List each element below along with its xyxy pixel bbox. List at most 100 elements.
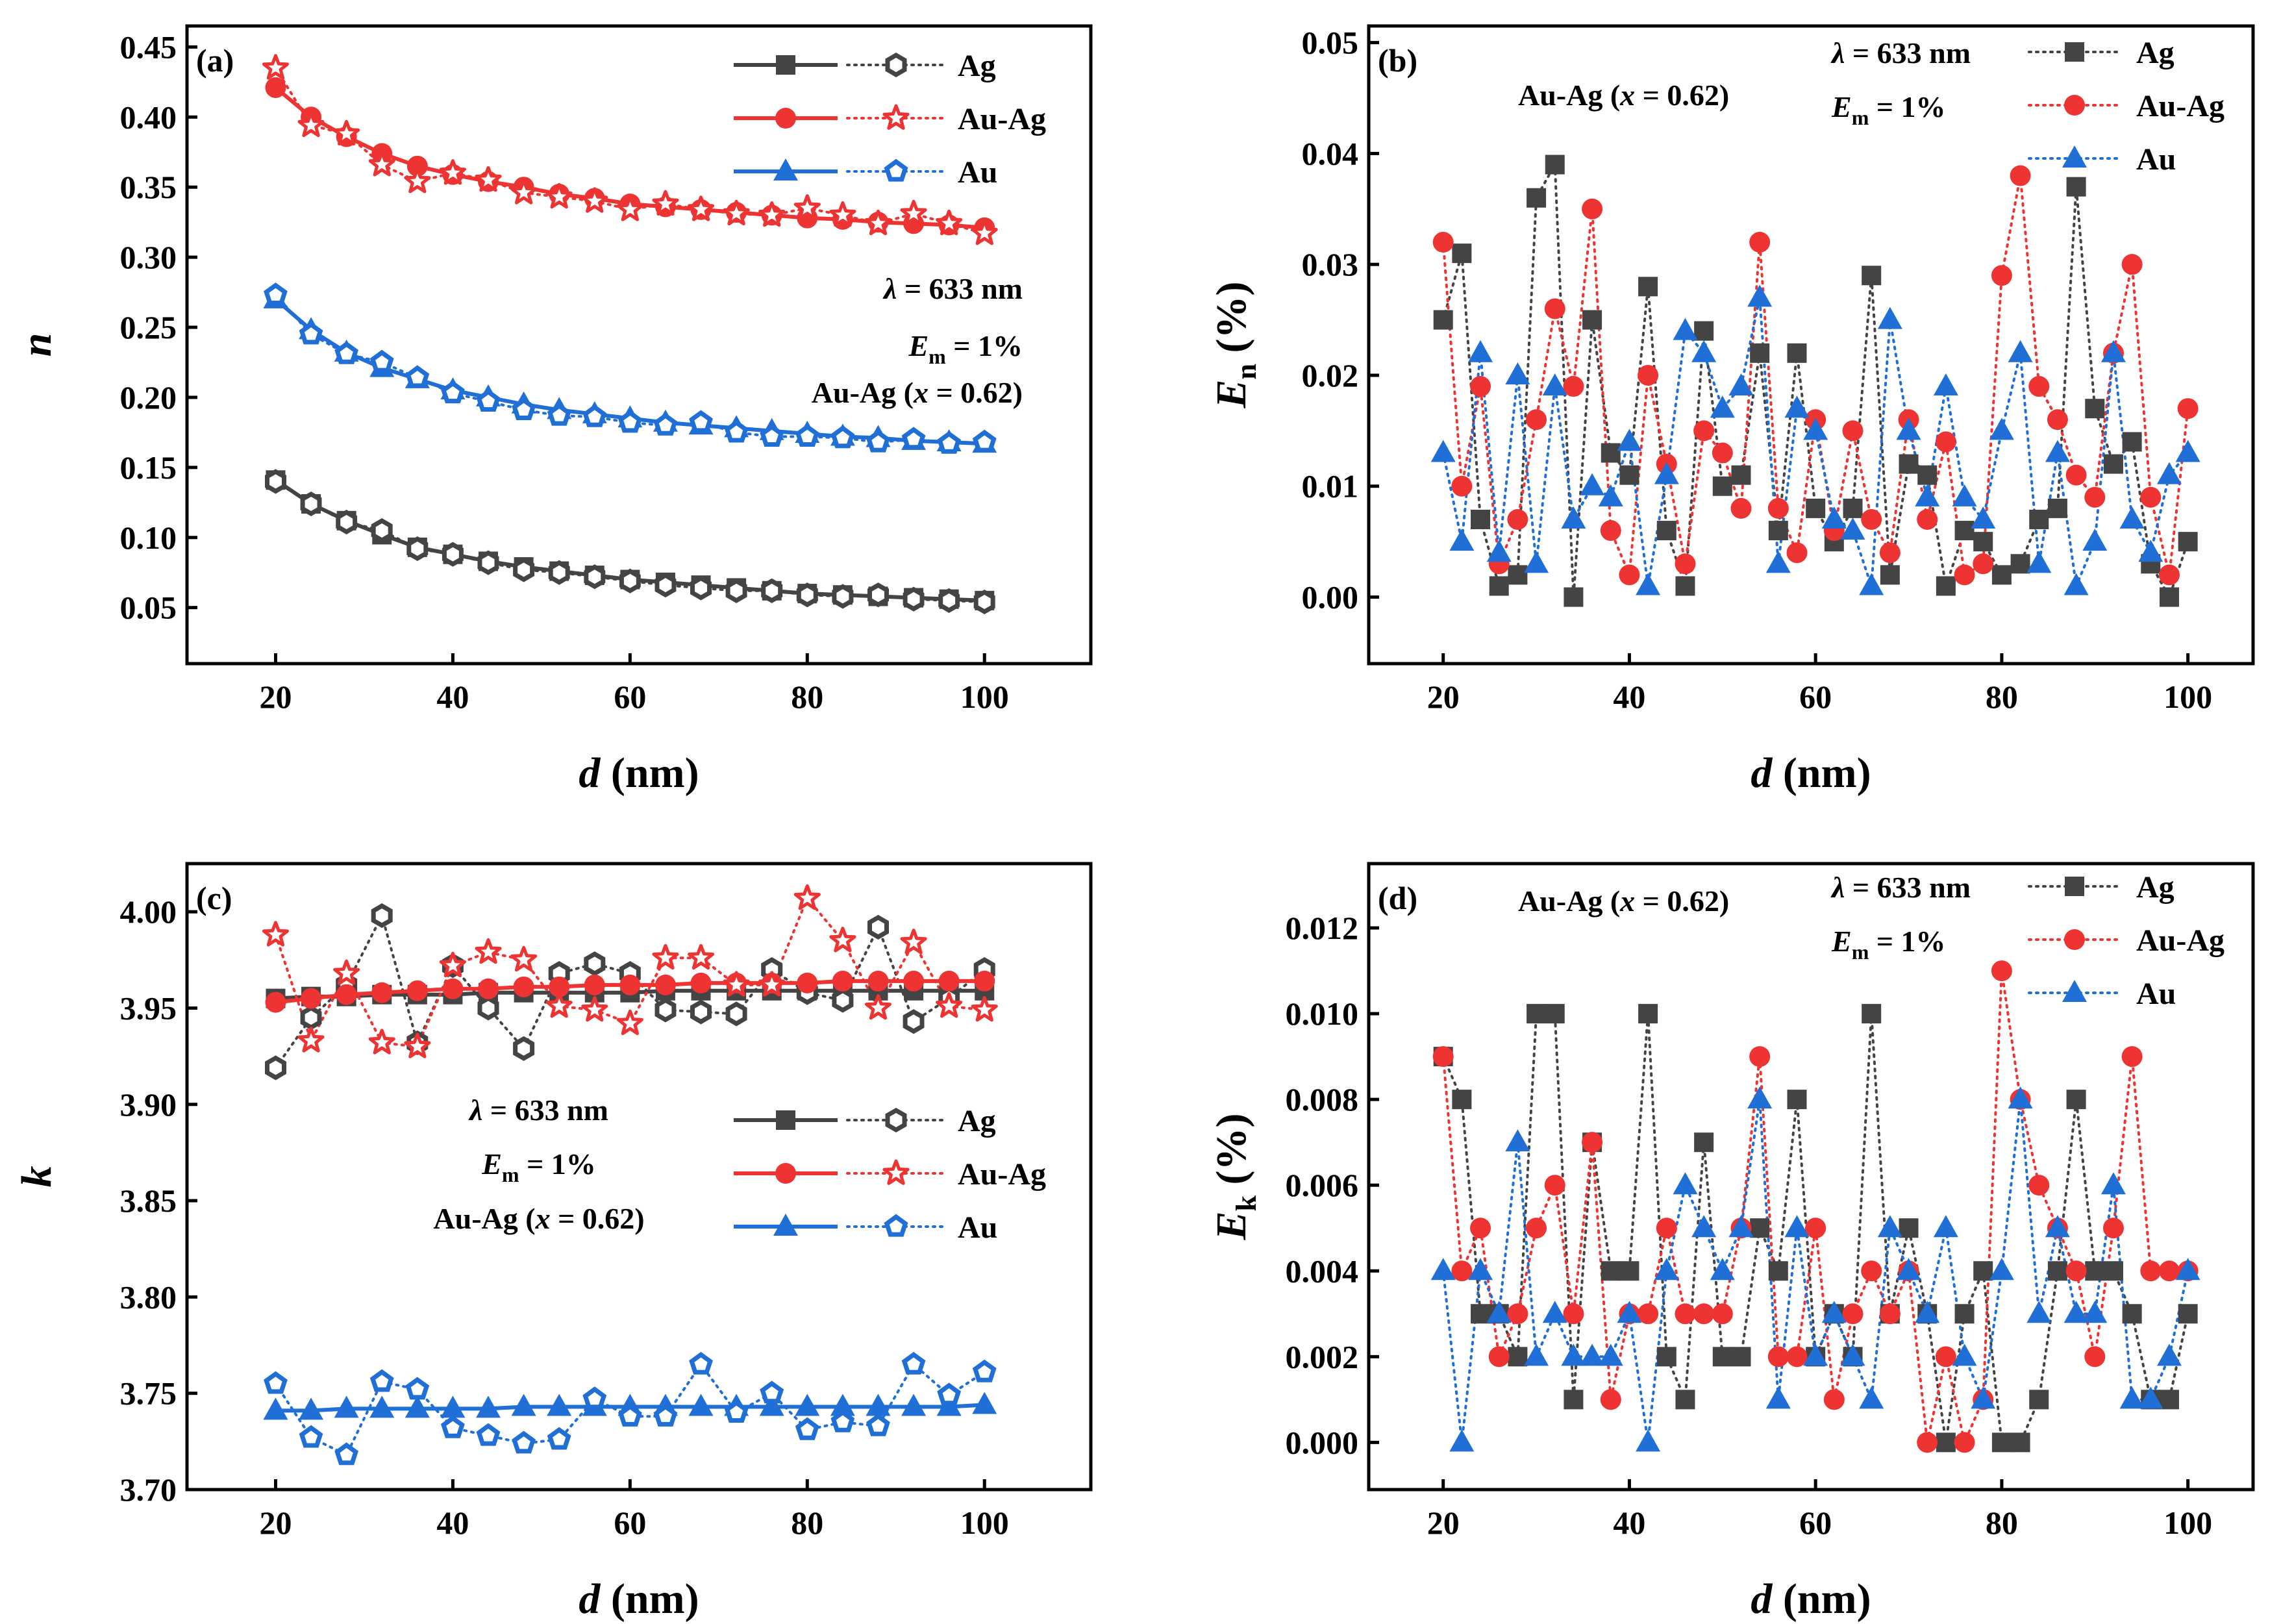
y-tick-label: 0.45 [120,29,177,65]
legend-marker [776,1110,795,1130]
data-point-Ag-sim [513,1036,535,1061]
data-point-Au-sim [972,429,997,453]
data-point-Au-fit [866,1393,891,1416]
data-point-Au [1896,418,1921,440]
data-point-Au-Ag-sim [262,921,289,947]
data-point-Au-Ag-sim [475,166,502,192]
data-point-Au-Ag [1638,364,1659,386]
data-point-Au [1580,1343,1605,1366]
legend-marker [773,158,798,181]
data-point-Ag-sim [619,568,641,593]
data-point-Au-Ag [1954,1432,1975,1453]
data-point-Au [1989,418,2014,440]
data-point-Ag [1973,1261,1993,1281]
data-point-Au-Ag [1917,1432,1938,1453]
data-point-Au [1654,1258,1679,1280]
data-point-Au-fit [405,1395,430,1418]
data-point-Au-fit [440,1395,466,1418]
data-point-Au-Ag [1693,420,1715,442]
data-point-Au-sim [901,1351,926,1375]
x-tick-label: 20 [259,1505,292,1541]
data-point-Ag [2029,509,2049,529]
legend-marker [776,55,795,75]
data-point-Au-Ag-fit [974,970,995,992]
data-point-Au [2045,440,2070,462]
data-point-Ag [1527,1004,1547,1024]
data-point-Ag [1564,587,1584,607]
data-point-Ag [1433,310,1453,330]
data-point-Au-Ag-sim [652,943,679,970]
data-point-Au-Ag [1470,376,1491,397]
data-point-Au-Ag [1749,232,1771,253]
data-point-Au [1971,506,1996,529]
data-point-Au-sim [440,381,465,404]
data-point-Ag [1471,1304,1491,1324]
data-point-Au-Ag-sim [723,199,750,226]
data-point-Au-Ag-sim [333,119,360,146]
data-point-Ag [1750,343,1770,363]
x-tick-label: 100 [2163,679,2212,715]
data-point-Au-sim [653,412,678,436]
data-point-Ag-sim [371,903,393,929]
data-point-Au-Ag-sim [758,201,786,227]
data-point-Au-Ag [1767,497,1789,519]
data-point-Ag [1862,1004,1882,1024]
data-point-Au-fit [795,1393,820,1416]
data-point-Ag-sim [371,518,393,543]
data-point-Ag [1656,1347,1676,1367]
legend-marker [2062,980,2087,1002]
data-point-Au-fit [830,1393,855,1416]
y-tick-label: 0.012 [1286,910,1359,946]
y-tick-label: 0.03 [1302,246,1359,282]
y-tick-label: 0.01 [1302,468,1359,505]
data-point-Au-Ag [1991,265,2012,286]
data-point-Au-sim [795,1417,819,1440]
data-point-Au [2082,1301,2108,1323]
data-point-Au [1430,440,1456,462]
y-tick-label: 3.75 [120,1375,177,1412]
legend-marker [775,1163,796,1184]
legend-label: Au [958,1210,997,1245]
data-point-Au [1691,1215,1717,1238]
data-point-Au-fit [547,1393,572,1416]
y-tick-label: 0.05 [120,590,177,626]
annotation: λ = 633 nm [1830,871,1971,904]
data-point-Ag-sim [867,914,889,940]
data-point-Au-Ag [1526,1218,1547,1239]
data-point-Au-Ag-sim [723,971,750,997]
data-point-Au [1673,318,1698,340]
data-point-Au-sim [689,410,713,433]
data-point-Au [1765,551,1791,573]
data-point-Au-fit [334,1395,359,1418]
data-point-Au-sim [512,1430,536,1454]
data-point-Au-Ag-sim [262,54,289,80]
data-point-Au [1710,395,1735,418]
data-point-Au [1971,1386,1996,1409]
data-point-Au-Ag [2047,409,2068,431]
data-point-Ag [1656,521,1676,541]
x-tick-label: 60 [1799,679,1832,715]
data-point-Ag [1768,1261,1788,1281]
annotation: Em = 1% [1831,925,1946,964]
legend-label: Au-Ag [2136,923,2225,958]
data-point-Ag [2047,498,2067,518]
data-point-Ag [1954,1304,1975,1324]
data-point-Ag-sim [903,586,925,612]
data-point-Au-Ag [1842,420,1863,442]
data-point-Au [1486,1301,1512,1323]
data-point-Au-Ag-sim [616,1009,643,1036]
data-point-Ag [1527,188,1547,208]
legend-label: Ag [958,49,996,83]
data-point-Ag-sim [832,584,854,609]
data-point-Au-Ag [2102,1218,2124,1239]
data-point-Au [1524,551,1549,573]
legend: Ag Au-Ag Au [2028,36,2225,177]
data-point-Au-Ag-sim [829,927,856,953]
data-point-Ag-sim [867,582,889,608]
y-tick-label: 3.70 [120,1471,177,1508]
data-point-Au-Ag-sim [900,929,927,955]
data-point-Ag [1899,454,1919,474]
data-point-Au-Ag [1507,1303,1528,1325]
legend-marker [882,104,910,130]
data-point-Ag [2178,532,2198,552]
